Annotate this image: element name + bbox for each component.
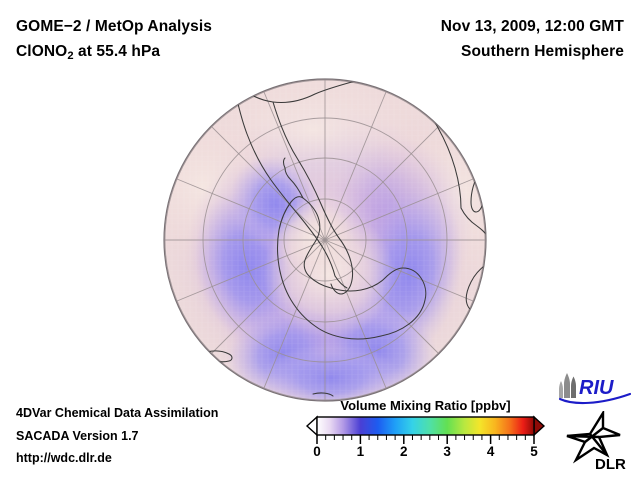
colorbar-tick-2: 2 [400,444,408,459]
colorbar-tick-5: 5 [530,444,538,459]
riu-wordmark: RIU [579,377,614,399]
instrument-title: GOME−2 / MetOp Analysis [16,18,212,35]
polar-globe-map [163,78,487,402]
coastline-south-america-west [232,81,336,277]
coastline-africa-south [460,207,486,237]
species-subscript: 2 [67,50,74,63]
species-altitude-title: ClONO2 at 55.4 hPa [16,39,212,66]
colorbar-tick-1: 1 [356,444,365,459]
dlr-mark-icon [566,411,621,464]
credit-version: SACADA Version 1.7 [16,428,139,443]
colorbar-tick-3: 3 [443,444,451,459]
colorbar-frame [316,416,535,436]
colorbar-title: Volume Mixing Ratio [ppbv] [340,398,511,413]
coastline-tierra-del-fuego [334,275,348,289]
datetime-label: Nov 13, 2009, 12:00 GMT [440,18,624,35]
colorbar-major-ticks [316,435,535,444]
coastline-tasmania [464,329,479,353]
header-right: Nov 13, 2009, 12:00 GMT Southern Hemisph… [441,14,624,64]
riu-tower-icon [559,373,576,398]
header-left: GOME−2 / MetOp Analysis ClONO2 at 55.4 h… [16,14,212,66]
coastline-antarctica [276,196,427,340]
riu-swoosh-icon [558,392,632,405]
colorbar-tick-4: 4 [486,444,495,459]
dlr-wordmark: DLR [595,456,626,473]
field-layer [164,79,486,401]
credit-url[interactable]: http://wdc.dlr.de [16,451,112,465]
colorbar-extend-low [305,415,318,437]
colorbar-tick-0: 0 [313,444,321,459]
riu-logo: RIU [558,373,632,405]
credit-method: 4DVar Chemical Data Assimilation [16,406,219,420]
hemisphere-label: Southern Hemisphere [461,43,624,60]
colorbar-block: Volume Mixing Ratio [ppbv] [305,398,550,474]
coastline-africa-north [414,79,486,103]
dlr-logo: DLR [566,411,626,473]
colorbar-minor-ticks [325,435,526,440]
colorbar-extend-high [533,415,546,437]
colorbar-graphic [305,415,546,444]
coastline-antarctic-peninsula-tip [282,157,286,169]
graticule-meridians [165,80,485,400]
globe-limb [163,78,487,402]
colorbar-gradient [317,417,534,435]
globe-svg [163,78,487,402]
credits-block: 4DVar Chemical Data Assimilation SACADA … [16,402,218,470]
coastline-south-america-east [272,101,354,295]
coastline-island-south [312,392,334,397]
pressure-level: at 55.4 hPa [73,43,161,60]
species-name: ClONO [16,43,68,60]
coastline-antarctic-peninsula [284,167,304,199]
